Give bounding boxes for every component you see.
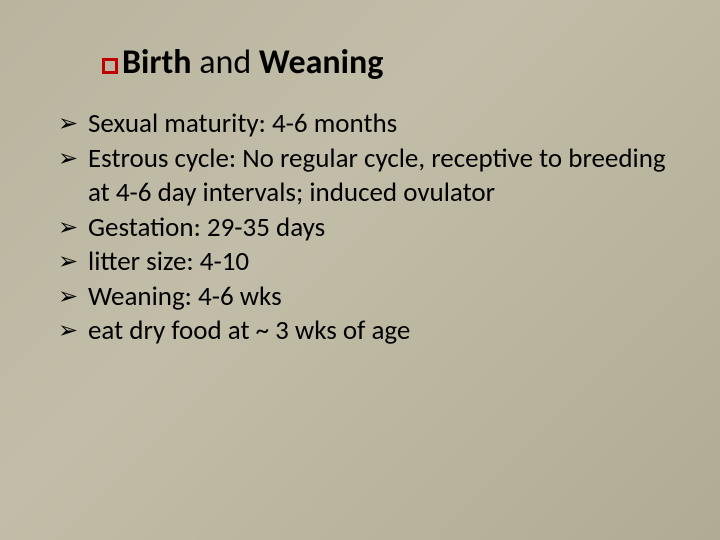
title-bold-1: Birth — [122, 42, 192, 83]
list-item: ➢ Estrous cycle: No regular cycle, recep… — [58, 142, 690, 211]
slide-title: Birth and Weaning — [122, 42, 383, 83]
list-item-text: eat dry food at ~ 3 wks of age — [88, 314, 690, 349]
title-row: Birth and Weaning — [102, 42, 690, 83]
title-plain: and — [192, 42, 259, 83]
square-bullet-icon — [102, 58, 118, 74]
arrow-icon: ➢ — [58, 211, 88, 245]
arrow-icon: ➢ — [58, 142, 88, 176]
list-item-text: Estrous cycle: No regular cycle, recepti… — [88, 142, 690, 211]
list-item-text: Sexual maturity: 4-6 months — [88, 107, 690, 142]
list-item: ➢ eat dry food at ~ 3 wks of age — [58, 314, 690, 349]
list-item: ➢ litter size: 4-10 — [58, 245, 690, 280]
list-item: ➢ Gestation: 29-35 days — [58, 211, 690, 246]
arrow-icon: ➢ — [58, 107, 88, 141]
list-item: ➢ Weaning: 4-6 wks — [58, 280, 690, 315]
slide: Birth and Weaning ➢ Sexual maturity: 4-6… — [0, 0, 720, 540]
list-item-text: Gestation: 29-35 days — [88, 211, 690, 246]
arrow-icon: ➢ — [58, 245, 88, 279]
title-bold-2: Weaning — [259, 42, 383, 83]
list-item-text: Weaning: 4-6 wks — [88, 280, 690, 315]
arrow-icon: ➢ — [58, 280, 88, 314]
list-item-text: litter size: 4-10 — [88, 245, 690, 280]
bullet-list: ➢ Sexual maturity: 4-6 months ➢ Estrous … — [58, 107, 690, 349]
arrow-icon: ➢ — [58, 314, 88, 348]
list-item: ➢ Sexual maturity: 4-6 months — [58, 107, 690, 142]
